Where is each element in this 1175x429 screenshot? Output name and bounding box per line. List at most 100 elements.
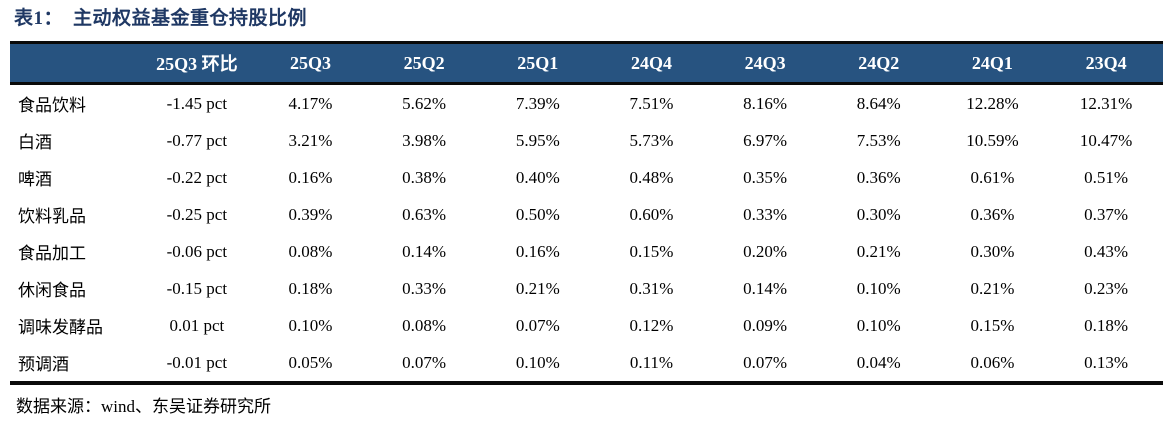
value-cell: 0.48% [629,167,674,187]
value-cell: 8.64% [856,93,901,113]
value-cell: 0.40% [515,167,560,187]
value-cell: 0.07% [402,352,447,372]
table-row: 调味发酵品 0.01 pct 0.10% 0.08% 0.07% 0.12% 0.09% 0.… [10,307,1163,344]
table-row: 预调酒 -0.01 pct 0.05% 0.07% 0.10% 0.11% 0.07% 0.0… [10,344,1163,383]
value-cell: 6.97% [743,130,788,150]
row-label: 白酒 [18,133,52,152]
value-cell: 0.10% [856,315,901,335]
value-cell: 0.13% [1084,352,1129,372]
value-cell: 0.12% [629,315,674,335]
header-cell-quarter: 25Q1 [480,42,595,85]
value-cell: 7.51% [629,93,674,113]
value-cell: 0.18% [288,278,333,298]
value-cell: 0.38% [402,167,447,187]
value-cell: 0.21% [970,278,1015,298]
value-cell: 7.39% [515,93,560,113]
value-cell: 3.98% [402,130,447,150]
header-cell-quarter: 25Q3 环比 [140,42,254,85]
table-row: 白酒 -0.77 pct 3.21% 3.98% 5.95% 5.73% 6.97% 7.53… [10,122,1163,159]
value-cell: 0.50% [515,204,560,224]
value-cell: 0.61% [970,167,1015,187]
value-cell: -0.77 pct [166,130,228,150]
value-cell: 10.47% [1079,130,1133,150]
value-cell: 0.15% [629,241,674,261]
value-cell: 5.95% [515,130,560,150]
table-caption-text: 主动权益基金重仓持股比例 [73,8,308,29]
value-cell: 0.33% [743,204,788,224]
header-cell-quarter: 24Q2 [821,42,936,85]
table-row: 啤酒 -0.22 pct 0.16% 0.38% 0.40% 0.48% 0.35% 0.36… [10,159,1163,196]
value-cell: 0.11% [629,352,674,372]
value-cell: 0.33% [402,278,447,298]
value-cell: 0.10% [515,352,560,372]
value-cell: -0.15 pct [166,278,228,298]
value-cell: 0.43% [1084,241,1129,261]
value-cell: 0.07% [515,315,560,335]
data-source: 数据来源：wind、东吴证券研究所 [16,397,271,416]
value-cell: 0.35% [743,167,788,187]
value-cell: 0.18% [1084,315,1129,335]
value-cell: 12.28% [966,93,1019,113]
table-row: 休闲食品 -0.15 pct 0.18% 0.33% 0.21% 0.31% 0.14% 0.… [10,270,1163,307]
header-cell-quarter: 23Q4 [1049,42,1163,85]
value-cell: 0.20% [743,241,788,261]
value-cell: 8.16% [743,93,788,113]
table-caption: 表1： 主动权益基金重仓持股比例 [14,5,1163,32]
value-cell: 4.17% [288,93,333,113]
value-cell: 0.06% [970,352,1015,372]
value-cell: 0.21% [515,278,560,298]
value-cell: 0.14% [743,278,788,298]
header-cell-quarter: 24Q3 [708,42,822,85]
table-row: 饮料乳品 -0.25 pct 0.39% 0.63% 0.50% 0.60% 0.33% 0.… [10,196,1163,233]
value-cell: 0.08% [402,315,447,335]
value-cell: 5.73% [629,130,674,150]
table-body: 食品饮料 -1.45 pct 4.17% 5.62% 7.39% 7.51% 8.16% 8.… [10,84,1163,384]
value-cell: 0.37% [1084,204,1129,224]
header-cell-quarter: 25Q2 [367,42,481,85]
row-label: 预调酒 [18,355,69,374]
table-row: 食品加工 -0.06 pct 0.08% 0.14% 0.16% 0.15% 0.20% 0.… [10,233,1163,270]
value-cell: 0.10% [856,278,901,298]
table-row: 食品饮料 -1.45 pct 4.17% 5.62% 7.39% 7.51% 8.16% 8.… [10,84,1163,123]
value-cell: 0.16% [515,241,560,261]
value-cell: 0.21% [856,241,901,261]
value-cell: 0.07% [743,352,788,372]
row-label: 食品饮料 [18,96,86,115]
value-cell: 0.04% [856,352,901,372]
value-cell: 0.30% [856,204,901,224]
value-cell: 0.09% [743,315,788,335]
value-cell: 0.39% [288,204,333,224]
value-cell: 0.08% [288,241,333,261]
value-cell: 0.30% [970,241,1015,261]
value-cell: 10.59% [966,130,1019,150]
row-label: 饮料乳品 [18,207,86,226]
row-label: 休闲食品 [18,281,86,300]
value-cell: 0.36% [856,167,901,187]
value-cell: -0.22 pct [166,167,228,187]
header-cell-quarter: 25Q3 [253,42,368,85]
value-cell: 0.01 pct [169,315,225,335]
value-cell: 5.62% [402,93,447,113]
header-cell-empty [10,42,140,85]
header-row: 25Q3 环比 25Q3 25Q2 25Q1 24Q4 24Q3 24Q2 24Q1 23Q4 [10,42,1163,85]
value-cell: 0.51% [1084,167,1129,187]
value-cell: 0.05% [288,352,333,372]
value-cell: 0.10% [288,315,333,335]
value-cell: -0.01 pct [166,352,228,372]
value-cell: 7.53% [856,130,901,150]
row-label: 调味发酵品 [18,318,103,337]
value-cell: -0.25 pct [166,204,228,224]
table-header: 25Q3 环比 25Q3 25Q2 25Q1 24Q4 24Q3 24Q2 24Q1 23Q4 [10,42,1163,85]
value-cell: 12.31% [1079,93,1133,113]
value-cell: -1.45 pct [166,93,228,113]
value-cell: 0.63% [402,204,447,224]
value-cell: 0.15% [970,315,1015,335]
value-cell: 0.31% [629,278,674,298]
holdings-table: 25Q3 环比 25Q3 25Q2 25Q1 24Q4 24Q3 24Q2 24Q1 23Q4 … [10,41,1163,385]
value-cell: 0.16% [288,167,333,187]
header-cell-quarter: 24Q1 [935,42,1050,85]
value-cell: -0.06 pct [166,241,228,261]
table-caption-number: 表1： [14,8,64,29]
value-cell: 0.23% [1084,278,1129,298]
